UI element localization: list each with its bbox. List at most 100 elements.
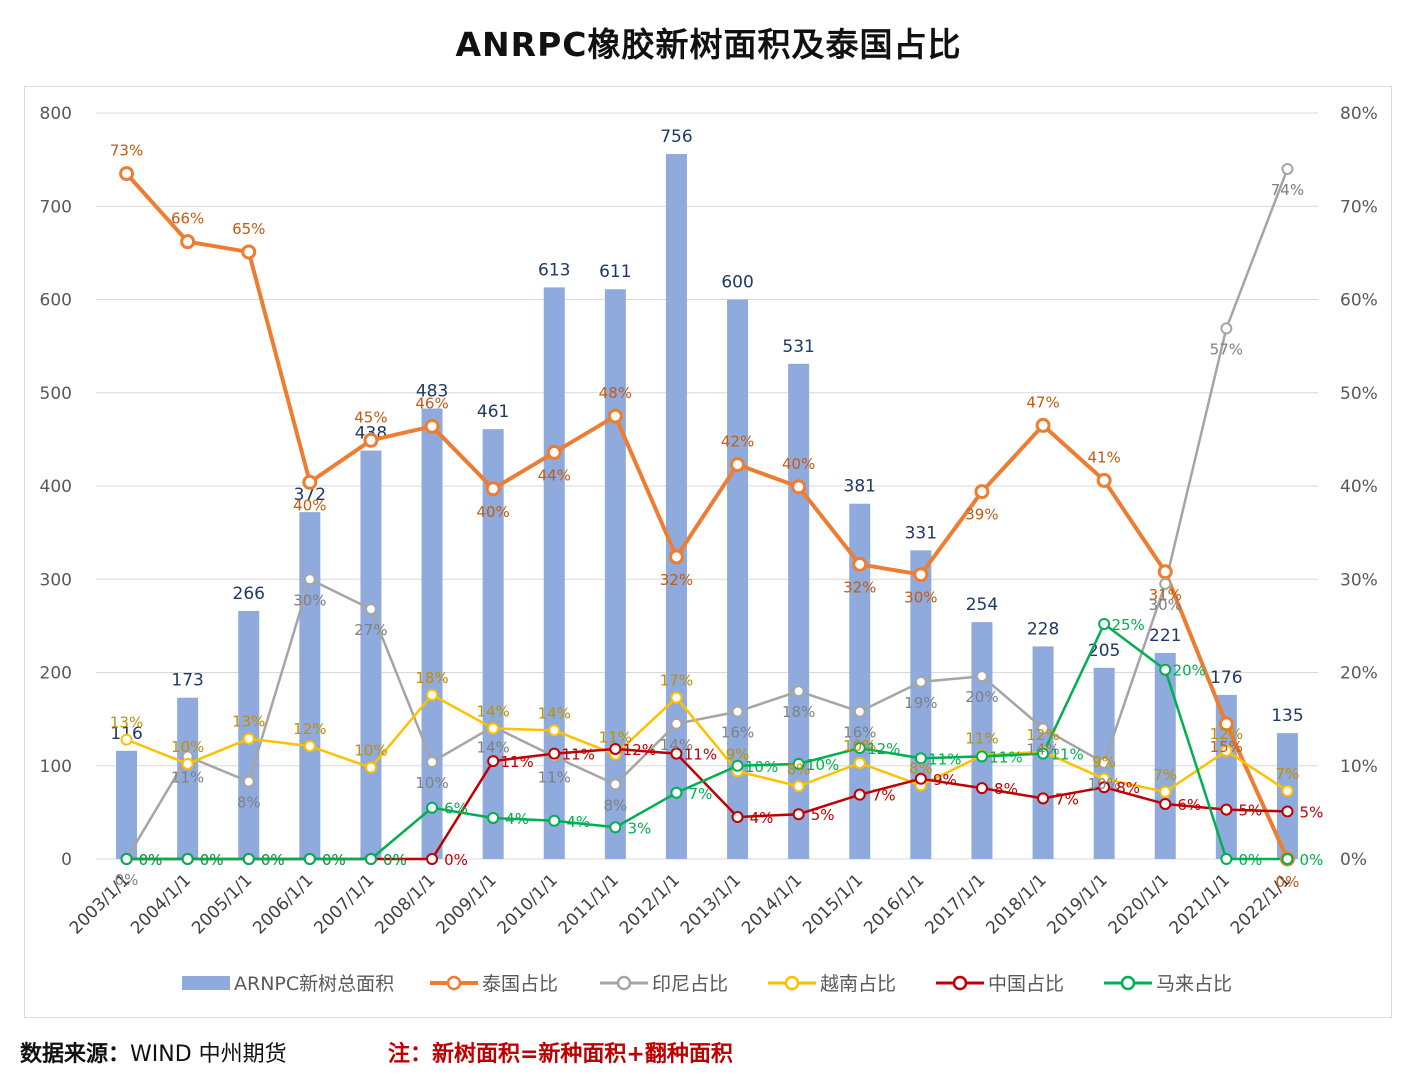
y-right-tick-label: 80% [1340,104,1378,124]
bar-value-label: 611 [599,262,631,282]
series-line [126,622,1288,861]
bar [543,287,565,859]
series-point [1281,162,1294,175]
series-point [1220,322,1233,335]
series-point [181,757,194,770]
series-point-label: 66% [171,210,204,228]
series-point-label: 17% [660,672,693,690]
series-point [853,788,866,801]
series-point [731,705,744,718]
series-point [1281,853,1294,865]
data-source: 数据来源：WIND 中州期货 [20,1036,287,1068]
bar-value-label: 254 [966,595,998,615]
series-point-label: 5% [811,806,835,824]
series-point-label: 74% [1271,181,1304,199]
series-point-label: 7% [1055,790,1079,808]
series-point-label: 12% [1026,726,1059,744]
series-point [1159,663,1172,676]
series-point-label: 8% [1116,779,1140,797]
series-line [125,172,1290,860]
series-point-label: 30% [904,589,937,607]
series-point-label: 16% [721,724,754,742]
series-point-label: 9% [1092,753,1116,771]
series-point [485,481,501,497]
series-point-label: 46% [415,394,448,412]
series-point [1281,805,1294,818]
series-point-label: 11% [928,750,961,768]
series-point [1037,747,1050,760]
series-point-label: 11% [599,729,632,747]
series-point [914,752,927,765]
x-tick-label: 2009/1/1 [433,870,501,938]
series-point-label: 14% [476,739,509,757]
bar-value-label: 613 [538,260,570,280]
y-right-tick-label: 10% [1340,757,1378,777]
bar [849,503,871,859]
x-tick-label: 2006/1/1 [249,870,317,938]
series-point-label: 4% [566,813,590,831]
series-line [126,693,1289,794]
series-point-label: 0% [1238,851,1262,869]
x-tick-label: 2014/1/1 [738,870,806,938]
series-point [426,756,439,769]
series-point-label: 10% [1087,775,1120,793]
series-point-label: 11% [684,746,717,764]
footnote: 注：新树面积=新种面积+翻种面积 [388,1042,733,1067]
bar-value-label: 135 [1271,706,1303,726]
series-point [975,782,988,795]
series-point-label: 40% [476,503,509,521]
series-point [303,853,316,865]
series-point [792,780,805,793]
series-point-label: 20% [1173,662,1206,680]
series-point-label: 6% [1177,796,1201,814]
series-point [1098,618,1111,631]
bar [360,450,382,859]
legend-label: 越南占比 [820,973,896,995]
series-point [975,670,988,683]
series-point [487,722,500,735]
series-point-label: 41% [1087,448,1120,466]
series-point [181,853,194,865]
series-point-label: 45% [354,408,387,426]
series-point [975,750,988,763]
series-point-label: 19% [904,694,937,712]
series-point-label: 11% [965,729,998,747]
series-point-label: 11% [1050,746,1083,764]
x-tick-label: 2020/1/1 [1105,870,1173,938]
series-point [241,244,257,260]
series-point [730,457,746,473]
series-point [424,418,440,434]
x-tick-label: 2010/1/1 [494,870,562,938]
series-point [1159,785,1172,798]
series-point-label: 8% [237,794,261,812]
series-point-label: 12% [293,720,326,738]
series-point-label: 32% [843,578,876,596]
series-point-label: 7% [1276,765,1300,783]
series-point-label: 57% [1210,340,1243,358]
series-point-label: 30% [293,591,326,609]
series-point [364,761,377,774]
y-left-tick-label: 400 [40,477,72,497]
series-point [670,691,683,704]
bar-value-label: 266 [233,584,265,604]
series-point-label: 18% [415,669,448,687]
series-point [242,775,255,788]
x-tick-label: 2007/1/1 [310,870,378,938]
series-point [731,811,744,824]
y-left-tick-label: 300 [40,570,72,590]
series-point-label: 11% [500,753,533,771]
series-point [1159,577,1172,590]
series-point-label: 0% [322,851,346,869]
series-point [180,234,196,250]
series-point [974,484,990,500]
series-point [1220,803,1233,816]
series-point-label: 0% [115,871,139,889]
series-point-label: 73% [110,142,143,160]
series-point-label: 8% [603,796,627,814]
series-point-label: 44% [538,466,571,484]
series-point [303,573,316,586]
bar-value-label: 173 [171,671,203,691]
legend-label: 泰国占比 [482,973,558,995]
bar-value-label: 531 [782,337,814,357]
series-point-label: 11% [538,768,571,786]
